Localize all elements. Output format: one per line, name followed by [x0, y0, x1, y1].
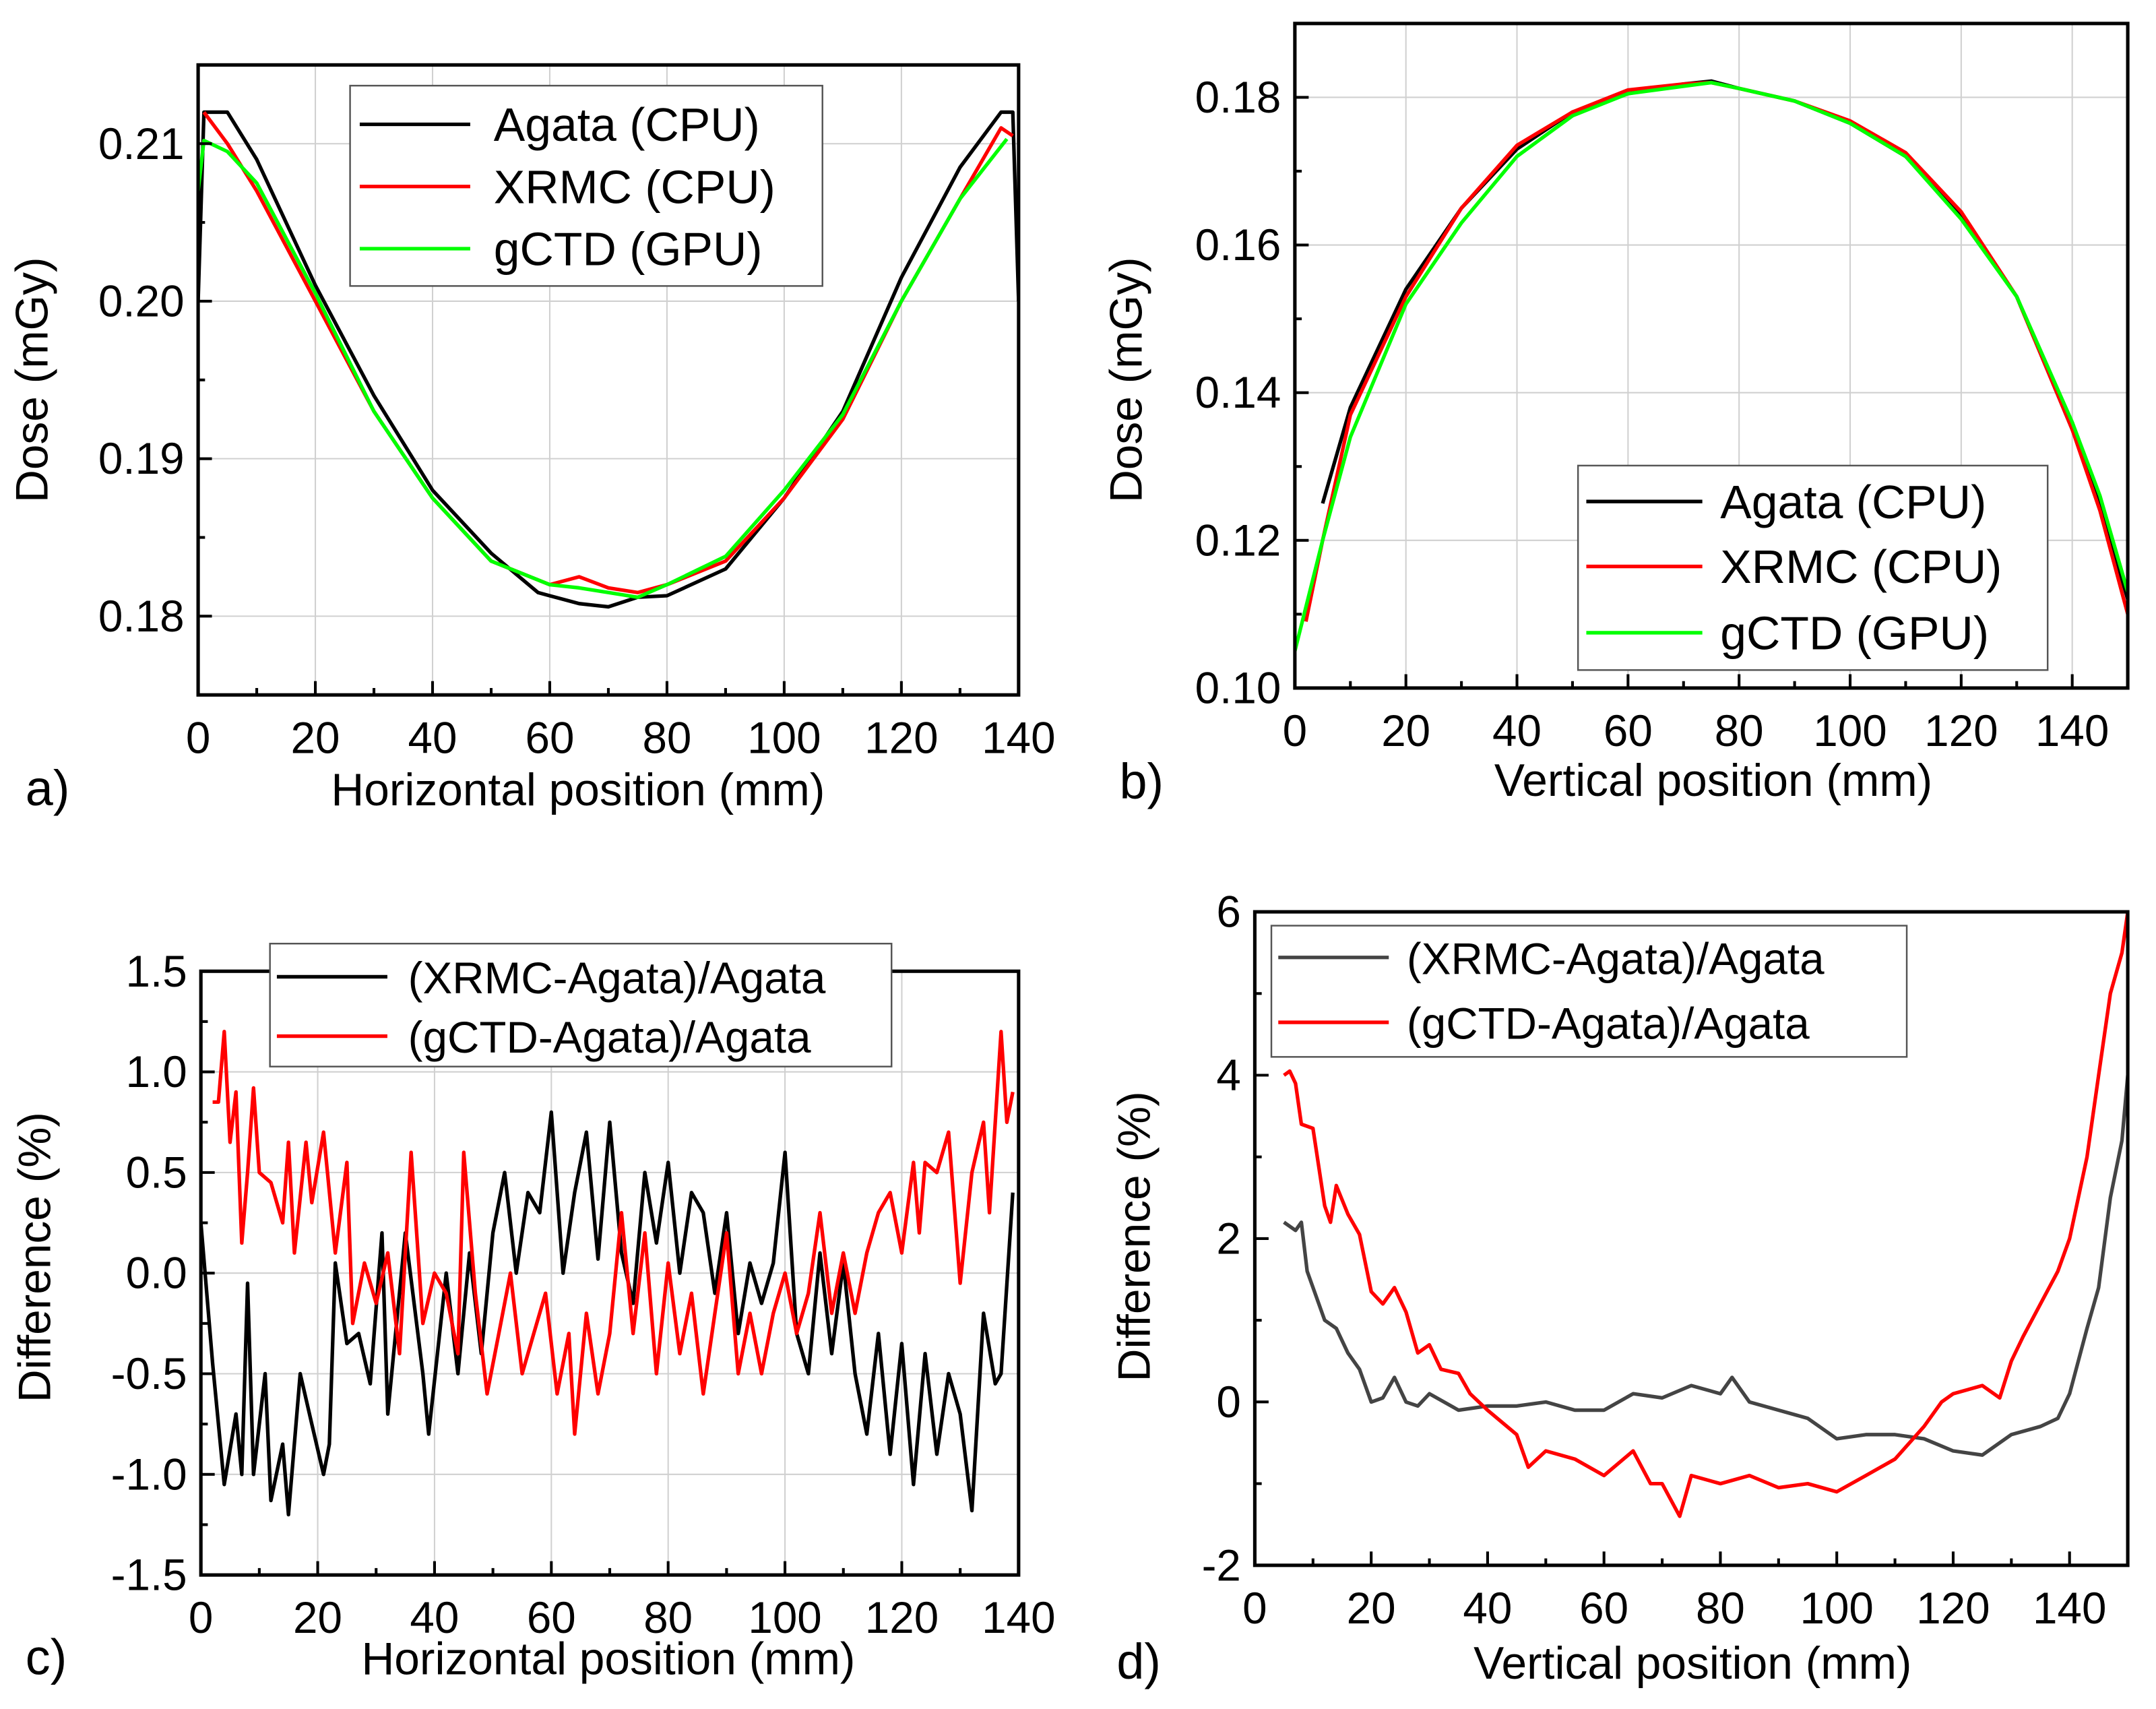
y-axis-label: Difference (%) [1110, 1091, 1160, 1381]
x-tick-label: 20 [293, 1593, 342, 1642]
y-tick-label: 1.5 [125, 947, 187, 996]
series-line-0 [201, 1110, 1015, 1517]
legend-box [1270, 925, 1908, 1058]
x-tick-label: 140 [982, 1593, 1055, 1642]
y-tick-label: -2 [1202, 1541, 1241, 1590]
y-tick-label: 1.0 [125, 1047, 187, 1096]
x-tick-label: 0 [1242, 1584, 1267, 1633]
legend: Agata (CPU) XRMC (CPU) gCTD (GPU) [1577, 464, 2049, 671]
y-tick-label: -0.5 [111, 1349, 187, 1398]
series-line-0 [198, 110, 1019, 609]
y-tick-label: 0.5 [125, 1148, 187, 1197]
y-axis-label: Difference (%) [10, 1112, 61, 1402]
x-tick-label: 120 [1916, 1584, 1990, 1633]
x-axis-label: Vertical position (mm) [1494, 755, 1932, 806]
y-tick-label: 0 [1216, 1377, 1240, 1427]
x-tick-label: 60 [1604, 706, 1653, 755]
y-tick-label: 4 [1216, 1051, 1240, 1100]
y-tick-label: 0.10 [1195, 664, 1281, 713]
y-axis-label: Dose (mGy) [7, 257, 58, 503]
x-tick-label: 40 [1492, 706, 1542, 755]
y-tick-label: 0.14 [1195, 368, 1281, 417]
legend-label: Agata (CPU) [1720, 476, 1986, 528]
x-tick-label: 20 [291, 713, 340, 762]
y-tick-label: 0.21 [98, 119, 185, 168]
x-tick-label: 40 [408, 713, 457, 762]
x-tick-label: 120 [1924, 706, 1998, 755]
y-tick-label: -1.5 [111, 1551, 187, 1600]
legend-label: (gCTD-Agata)/Agata [408, 1013, 811, 1062]
x-tick-label: 60 [1579, 1584, 1628, 1633]
series-line-1 [212, 1030, 1015, 1436]
y-tick-label: 2 [1216, 1214, 1240, 1263]
chart-panel-b: 0 20 40 60 80 100 120 140 0.10 0.12 0.14 0.16 0.18 Ve… [1101, 22, 2130, 809]
legend: (XRMC-Agata)/Agata (gCTD-Agata)/Agata [269, 943, 893, 1067]
x-tick-label: 0 [189, 1593, 213, 1642]
legend-label: gCTD (GPU) [494, 223, 763, 276]
panel-label: b) [1120, 753, 1164, 809]
x-tick-label: 140 [2033, 1584, 2106, 1633]
legend-label: (XRMC-Agata)/Agata [1407, 934, 1825, 983]
x-tick-label: 0 [186, 713, 210, 762]
series-line-2 [1294, 80, 2128, 652]
legend-label: (gCTD-Agata)/Agata [1407, 999, 1810, 1049]
x-tick-label: 20 [1347, 1584, 1396, 1633]
chart-panel-c: 0 20 40 60 80 100 120 140 -1.5 -1.0 -0.5 0.0 0.5 1.0 1… [10, 943, 1056, 1685]
x-tick-label: 100 [748, 1593, 821, 1642]
legend-label: gCTD (GPU) [1720, 607, 1989, 660]
x-tick-label: 60 [525, 713, 574, 762]
y-tick-label: 0.20 [98, 276, 185, 325]
x-tick-label: 100 [1813, 706, 1886, 755]
y-tick-label: 0.18 [1195, 73, 1281, 122]
legend: (XRMC-Agata)/Agata (gCTD-Agata)/Agata [1270, 925, 1908, 1058]
x-tick-label: 40 [410, 1593, 459, 1642]
x-tick-label: 20 [1381, 706, 1430, 755]
x-axis-label: Horizontal position (mm) [331, 765, 825, 815]
series-line-2 [198, 137, 1009, 599]
legend-label: XRMC (CPU) [1720, 540, 2002, 593]
x-tick-label: 60 [527, 1593, 576, 1642]
x-axis-label: Vertical position (mm) [1473, 1638, 1911, 1689]
x-tick-label: 80 [1715, 706, 1764, 755]
legend-label: (XRMC-Agata)/Agata [408, 954, 826, 1003]
y-tick-label: 0.12 [1195, 516, 1281, 565]
x-tick-label: 100 [1800, 1584, 1873, 1633]
series-line-0 [1283, 1075, 2128, 1457]
x-tick-label: 120 [864, 713, 938, 762]
x-tick-label: 140 [2035, 706, 2109, 755]
series-line-1 [1283, 912, 2128, 1518]
y-tick-label: 6 [1216, 888, 1240, 937]
y-tick-label: 0.0 [125, 1249, 187, 1298]
x-tick-label: 80 [642, 713, 691, 762]
chart-panel-a: 0 20 40 60 80 100 120 140 0.18 0.19 0.20 0.21 Horizo… [7, 63, 1056, 816]
legend: Agata (CPU) XRMC (CPU) gCTD (GPU) [349, 84, 823, 287]
x-tick-label: 120 [865, 1593, 939, 1642]
legend-box [269, 943, 893, 1067]
panel-label: d) [1116, 1634, 1161, 1689]
legend-label: XRMC (CPU) [494, 160, 775, 213]
panel-label: a) [26, 760, 70, 816]
y-tick-label: 0.16 [1195, 220, 1281, 270]
x-tick-label: 80 [1696, 1584, 1745, 1633]
y-tick-label: 0.18 [98, 592, 185, 641]
plot-frame [1293, 22, 2130, 690]
legend-label: Agata (CPU) [494, 98, 760, 151]
x-axis-label: Horizontal position (mm) [361, 1634, 855, 1685]
panel-label: c) [26, 1629, 67, 1685]
x-tick-label: 140 [982, 713, 1055, 762]
y-axis-label: Dose (mGy) [1101, 257, 1151, 503]
y-tick-label: -1.0 [111, 1450, 187, 1499]
x-tick-label: 80 [643, 1593, 693, 1642]
x-tick-label: 100 [747, 713, 821, 762]
x-tick-label: 0 [1283, 706, 1307, 755]
y-tick-label: 0.19 [98, 434, 185, 483]
x-tick-label: 40 [1463, 1584, 1512, 1633]
